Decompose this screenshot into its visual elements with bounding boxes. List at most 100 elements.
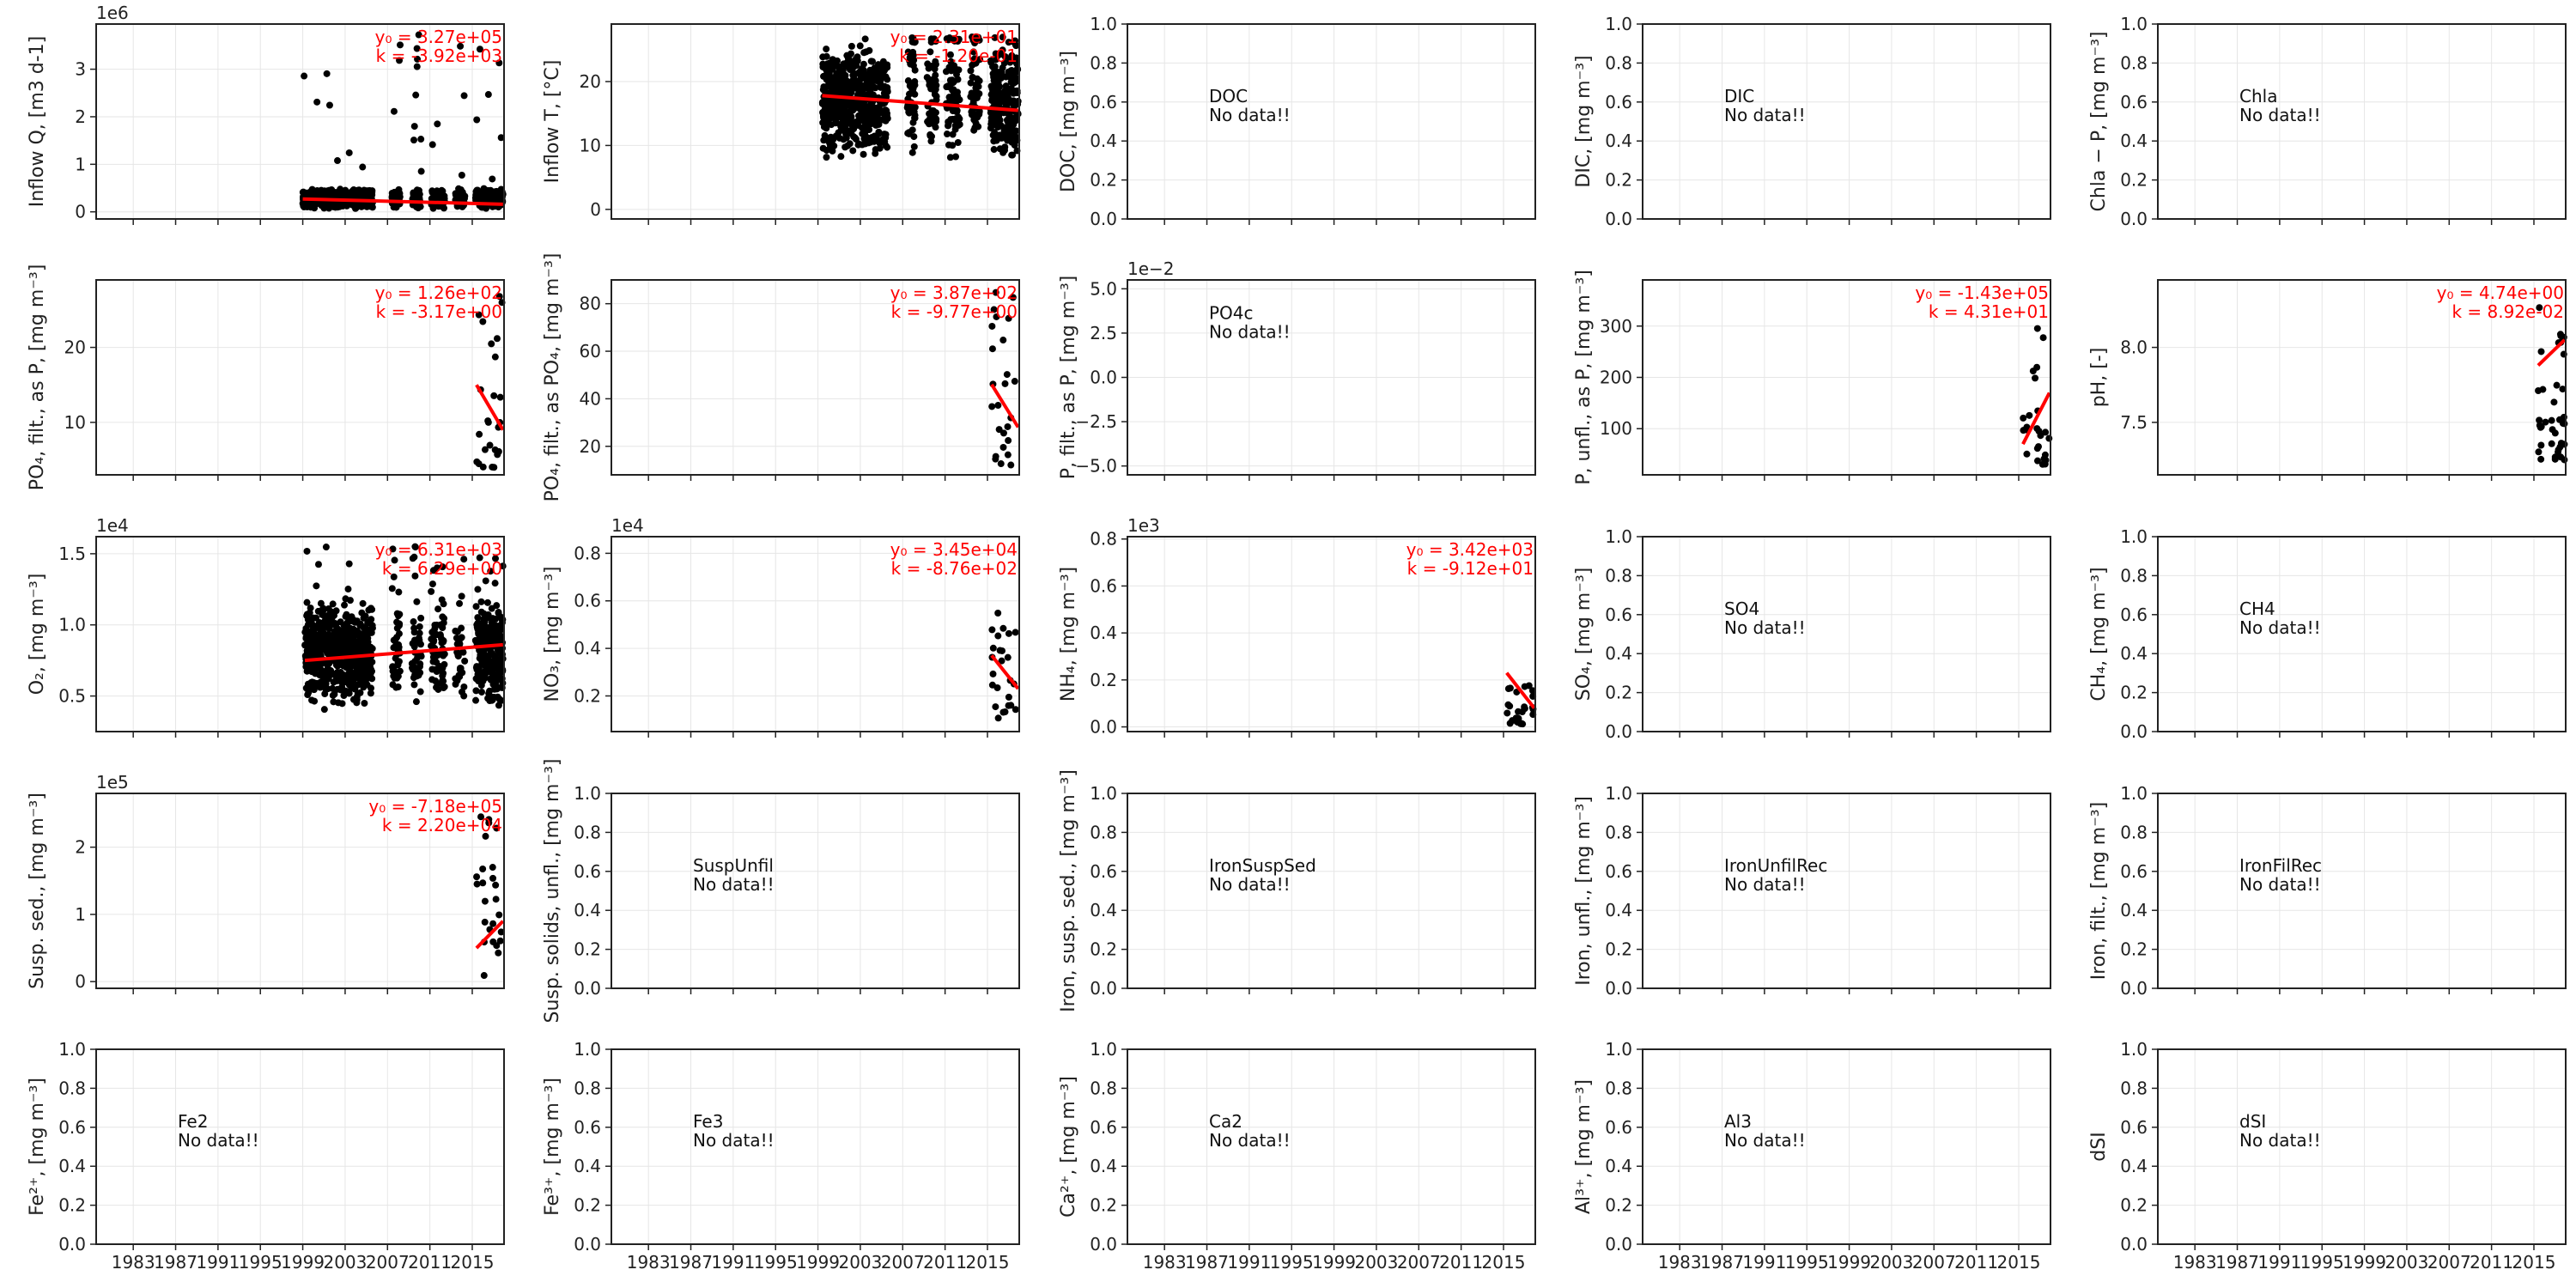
data-point: [1005, 437, 1012, 445]
data-points: [1504, 682, 1537, 728]
data-point: [434, 564, 441, 572]
data-point: [358, 644, 366, 652]
data-point: [317, 599, 325, 607]
data-point: [486, 633, 494, 641]
data-point: [390, 636, 398, 644]
data-point: [2023, 450, 2031, 458]
data-point: [868, 70, 876, 77]
y-tick-label: 1: [75, 154, 86, 174]
data-point: [361, 700, 368, 708]
y-tick-label: 1.0: [1605, 1039, 1632, 1060]
y-tick-label: 3: [75, 59, 86, 80]
data-point: [818, 100, 826, 107]
data-point: [2555, 416, 2563, 423]
data-point: [908, 149, 916, 156]
data-point: [994, 714, 1002, 722]
y-tick-label: 10: [580, 135, 601, 155]
data-point: [356, 638, 364, 646]
y-tick-label: 1.0: [574, 783, 601, 804]
data-point: [1007, 461, 1015, 469]
y-tick-label: 1: [75, 904, 86, 925]
data-point: [1009, 128, 1017, 136]
data-point: [391, 556, 398, 564]
data-point: [969, 73, 976, 81]
data-point: [949, 142, 957, 149]
data-point: [359, 163, 367, 171]
x-tick-label: 2003: [2385, 1252, 2428, 1273]
y-tick-label: 40: [580, 388, 601, 409]
y-tick-label: 0.6: [1605, 92, 1632, 112]
data-point: [338, 628, 346, 635]
no-data-label: No data!!: [1209, 874, 1291, 895]
y-tick-label: 0.4: [1605, 1156, 1632, 1176]
data-point: [308, 186, 316, 194]
data-point: [871, 117, 878, 125]
data-point: [345, 560, 353, 568]
data-point: [475, 193, 483, 201]
data-point: [480, 972, 488, 980]
data-point: [313, 187, 321, 195]
data-point: [334, 662, 342, 670]
y-axis-label: NO₃, [mg m⁻³]: [542, 567, 563, 702]
data-point: [849, 147, 857, 155]
no-data-label: No data!!: [693, 874, 775, 895]
x-tick-label: 1983: [112, 1252, 155, 1273]
y-tick-label: 0.4: [1090, 1156, 1117, 1176]
y-axis-label: O₂, [mg m⁻³]: [27, 574, 48, 696]
data-point: [967, 67, 975, 75]
data-point: [987, 91, 995, 99]
data-point: [998, 70, 1005, 77]
data-point: [492, 635, 500, 642]
data-point: [1004, 451, 1012, 459]
data-point: [472, 675, 480, 683]
data-point: [459, 669, 466, 677]
data-point: [473, 873, 481, 881]
x-tick-label: 1995: [1270, 1252, 1314, 1273]
fit-intercept-label: y₀ = -1.43e+05: [1915, 283, 2049, 303]
data-point: [316, 648, 324, 656]
data-point: [323, 612, 331, 620]
subplot-19: 0.0 0.2 0.4 0.6 0.8 1.0 Iron, unfl., [mg m⁻³] I…: [1573, 783, 2051, 999]
data-point: [945, 34, 953, 42]
data-point: [497, 134, 505, 142]
fit-intercept-label: y₀ = 3.42e+03: [1406, 539, 1534, 560]
data-point: [876, 130, 884, 137]
y-axis-label: Al³⁺, [mg m⁻³]: [1573, 1079, 1595, 1214]
data-point: [829, 136, 837, 143]
data-point: [988, 403, 996, 410]
y-axis-label: P, filt., as P, [mg m⁻³]: [1058, 276, 1079, 479]
y-axis-label: Iron, unfl., [mg m⁻³]: [1573, 796, 1595, 986]
y-tick-label: 0.8: [1605, 1078, 1632, 1098]
data-point: [481, 918, 489, 926]
data-point: [988, 322, 996, 330]
y-tick-label: −5.0: [1075, 456, 1117, 477]
x-tick-label: 1999: [1312, 1252, 1356, 1273]
data-point: [856, 42, 864, 50]
data-points: [301, 543, 507, 714]
y-tick-label: 0.4: [2120, 900, 2148, 920]
data-point: [998, 657, 1005, 665]
y-tick-label: 0.0: [1605, 1234, 1632, 1255]
data-point: [410, 137, 417, 144]
axes-frame: [1642, 23, 2051, 220]
data-point: [332, 650, 340, 658]
y-tick-label: 0.2: [1605, 939, 1632, 960]
data-point: [947, 67, 955, 75]
data-points: [2535, 304, 2568, 464]
data-point: [492, 674, 500, 682]
data-point: [301, 641, 309, 649]
data-point: [2537, 441, 2545, 449]
y-tick-label: 0.4: [1605, 900, 1632, 920]
data-point: [340, 622, 348, 629]
y-tick-label: 0.0: [2120, 721, 2148, 742]
data-point: [327, 667, 335, 675]
data-point: [481, 626, 489, 634]
data-point: [353, 617, 361, 625]
data-point: [862, 48, 870, 56]
data-point: [2555, 446, 2562, 453]
data-point: [349, 683, 357, 690]
data-point: [352, 696, 360, 703]
data-point: [489, 175, 496, 183]
